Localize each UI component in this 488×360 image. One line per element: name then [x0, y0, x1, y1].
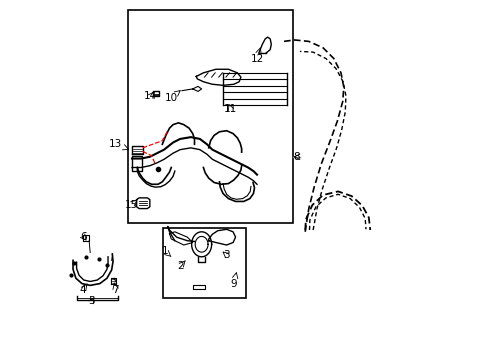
Text: 7: 7	[112, 285, 119, 295]
Text: 10: 10	[164, 93, 178, 103]
Text: 5: 5	[88, 296, 95, 306]
Bar	[132, 156, 142, 171]
Text: 1: 1	[162, 247, 168, 256]
Text: 12: 12	[250, 54, 263, 64]
Text: 4: 4	[80, 285, 86, 295]
Text: 9: 9	[230, 279, 237, 289]
Text: 8: 8	[292, 152, 299, 162]
Bar	[128, 10, 292, 223]
Bar	[163, 228, 245, 298]
Text: 14: 14	[144, 91, 157, 101]
Text: 6: 6	[80, 232, 87, 242]
Text: 2: 2	[177, 261, 183, 271]
Text: 11: 11	[224, 104, 237, 114]
Text: 3: 3	[223, 250, 229, 260]
Text: 15: 15	[124, 200, 138, 210]
Text: 13: 13	[109, 139, 122, 149]
